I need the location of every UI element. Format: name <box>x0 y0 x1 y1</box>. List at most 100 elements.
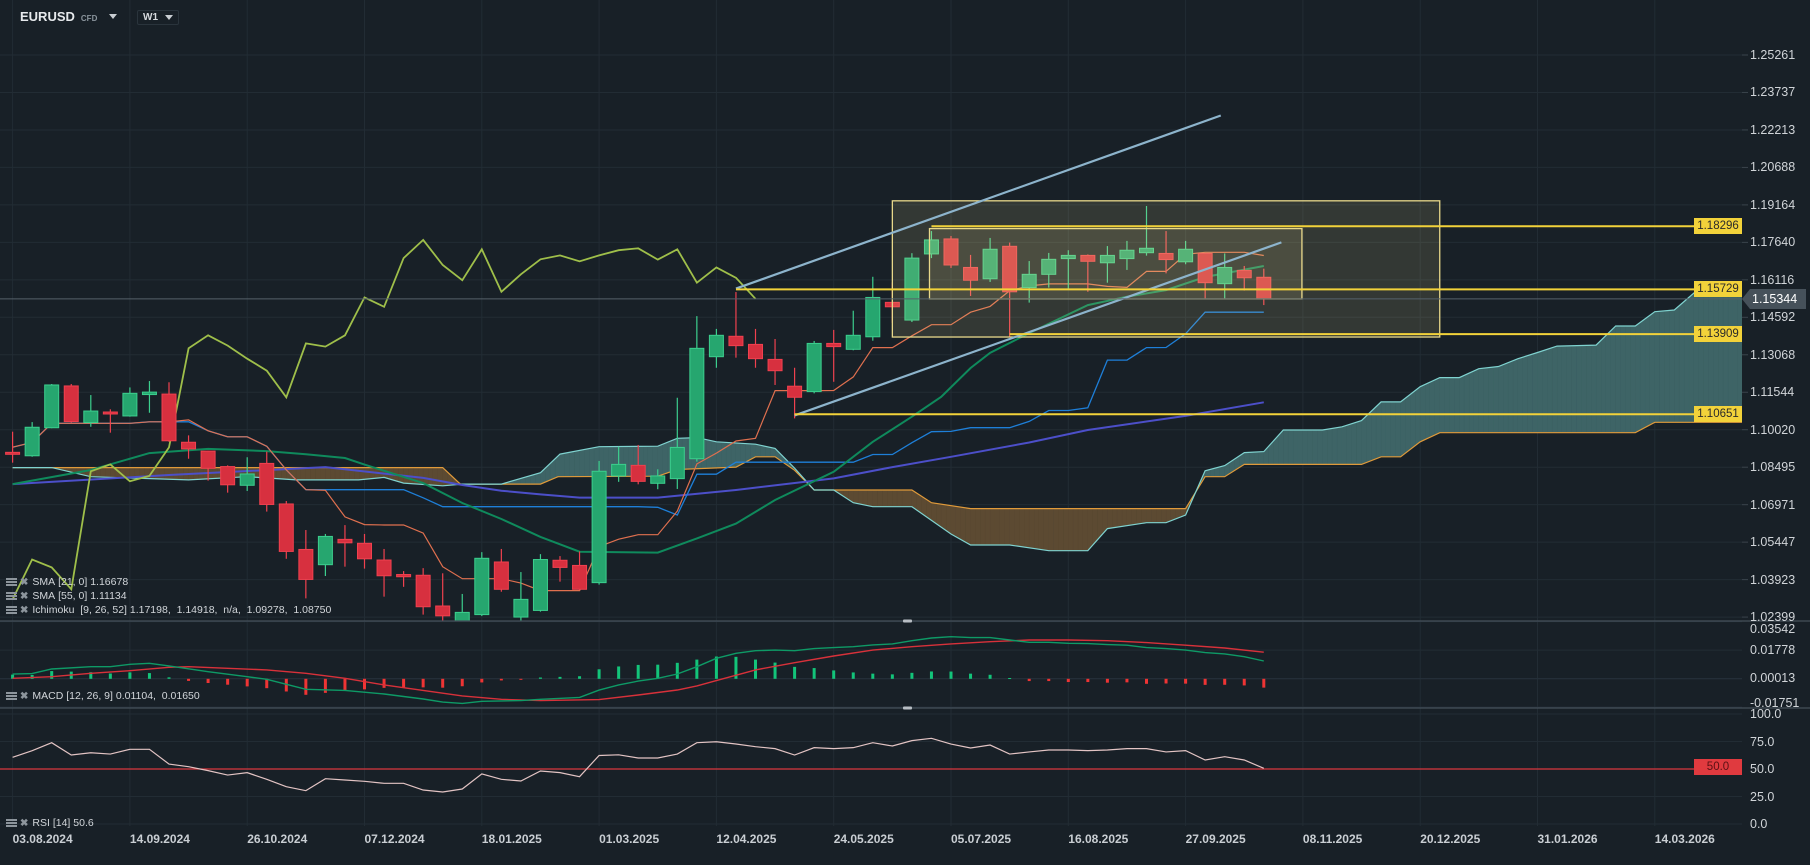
cloud-bearish-segment <box>1107 508 1113 529</box>
cloud-bullish-segment <box>1718 281 1724 423</box>
cloud-bullish-segment <box>1258 451 1264 465</box>
close-icon[interactable]: ✖ <box>20 690 29 702</box>
candle-body <box>689 347 705 460</box>
cloud-bearish-segment <box>999 508 1005 546</box>
candle-bullish <box>669 397 685 489</box>
cloud-bullish-segment <box>1248 451 1255 465</box>
legend-value: 0.01104, 0.01650 <box>115 690 200 702</box>
candle-body <box>787 385 803 398</box>
candle-bullish <box>513 572 529 621</box>
cloud-bullish-segment <box>1688 292 1695 423</box>
cloud-bullish-segment <box>1503 362 1509 433</box>
cloud-bullish-segment <box>1444 377 1450 433</box>
close-icon[interactable]: ✖ <box>20 817 29 829</box>
cloud-bearish-segment <box>310 467 316 481</box>
price-tick-label: 1.13068 <box>1750 347 1796 362</box>
settings-icon[interactable] <box>6 578 17 586</box>
candle-bearish <box>1002 242 1018 337</box>
cloud-bullish-segment <box>1380 401 1387 457</box>
trend-line-drawing[interactable] <box>794 241 1282 417</box>
legend-sma21[interactable]: ✖ SMA [21, 0] 1.16678 <box>6 576 128 588</box>
price-pane[interactable] <box>0 114 1745 633</box>
close-icon[interactable]: ✖ <box>20 604 29 616</box>
cloud-bullish-segment <box>1635 322 1641 433</box>
settings-icon[interactable] <box>6 606 17 614</box>
settings-icon[interactable] <box>6 692 17 700</box>
macd-histogram-bar <box>1223 678 1227 685</box>
legend-value: 1.17198, 1.14918, n/a, 1.09278, 1.08750 <box>129 604 332 616</box>
cloud-bearish-segment <box>1033 508 1040 550</box>
candle-body <box>1060 254 1076 260</box>
cloud-bullish-segment <box>740 443 746 465</box>
cloud-bullish-segment <box>559 452 566 477</box>
cloud-bullish-segment <box>755 444 761 457</box>
symbol-selector[interactable]: EURUSD CFD <box>20 9 118 24</box>
macd-histogram-bar <box>1125 678 1129 683</box>
cloud-bearish-segment <box>950 505 957 537</box>
candle-bullish <box>708 328 724 368</box>
cloud-bullish-segment <box>1429 379 1436 438</box>
macd-histogram-bar <box>714 656 718 679</box>
cloud-bearish-segment <box>862 489 869 506</box>
pane-separators[interactable] <box>0 619 1810 710</box>
candle-bullish <box>1099 246 1115 283</box>
pane-resize-handle[interactable] <box>903 619 912 623</box>
cloud-bearish-segment <box>955 506 961 540</box>
candle-bearish <box>357 533 372 569</box>
macd-histogram-bar <box>460 678 464 687</box>
cloud-bullish-segment <box>1361 415 1367 465</box>
settings-icon[interactable] <box>6 592 17 600</box>
candle-bearish <box>63 383 79 423</box>
trend-line-drawing[interactable] <box>735 114 1222 290</box>
rsi-pane[interactable] <box>0 737 1694 793</box>
price-tick-label: 1.06971 <box>1750 497 1796 512</box>
legend-macd[interactable]: ✖ MACD [12, 26, 9] 0.01104, 0.01650 <box>6 690 200 702</box>
legend-sma55[interactable]: ✖ SMA [55, 0] 1.11134 <box>6 590 127 602</box>
settings-icon[interactable] <box>6 819 17 827</box>
candle-bullish <box>1178 240 1194 265</box>
legend-name: RSI <box>32 817 50 829</box>
cloud-bearish-segment <box>320 467 326 481</box>
rectangle-drawing[interactable] <box>891 200 1441 338</box>
ichimoku-tenkan-line <box>12 251 1264 592</box>
macd-signal-line <box>12 639 1264 702</box>
cloud-bullish-segment <box>1307 429 1313 465</box>
close-icon[interactable]: ✖ <box>20 590 29 602</box>
cloud-bullish-segment <box>1312 429 1318 465</box>
candle-body <box>572 564 588 590</box>
chevron-down-icon[interactable] <box>109 14 118 19</box>
cloud-bullish-segment <box>564 452 570 477</box>
cloud-bullish-segment <box>1395 401 1401 457</box>
legend-ichimoku[interactable]: ✖ Ichimoku [9, 26, 52] 1.17198, 1.14918,… <box>6 604 331 616</box>
macd-tick-label: 0.01778 <box>1750 643 1796 657</box>
cloud-bullish-segment <box>1708 281 1714 423</box>
sma21-line <box>12 265 1264 554</box>
macd-histogram-bar <box>167 677 171 679</box>
macd-histogram-bar <box>695 659 699 679</box>
cloud-bullish-segment <box>1317 429 1323 465</box>
candle-body <box>865 296 881 338</box>
candle-body <box>454 611 470 621</box>
close-icon[interactable]: ✖ <box>20 576 29 588</box>
candle-bearish <box>102 409 118 433</box>
timeframe-dropdown[interactable]: W1 <box>137 10 179 25</box>
macd-histogram-bar <box>1027 678 1031 682</box>
cloud-bullish-segment <box>1713 281 1719 423</box>
macd-pane[interactable] <box>0 635 1742 705</box>
cloud-bearish-segment <box>1117 508 1123 528</box>
macd-histogram-bar <box>343 678 347 691</box>
cloud-bullish-segment <box>1400 397 1406 458</box>
legend-rsi[interactable]: ✖ RSI [14] 50.6 <box>6 817 94 829</box>
macd-histogram-bar <box>89 672 93 679</box>
cloud-bearish-segment <box>364 467 370 480</box>
cloud-bearish-segment <box>877 489 883 507</box>
pane-resize-handle[interactable] <box>903 706 912 710</box>
candle-bearish <box>943 235 959 268</box>
macd-histogram-bar <box>499 678 503 681</box>
candle-bullish <box>591 460 607 585</box>
cloud-bullish-segment <box>1498 364 1504 433</box>
candle-body <box>826 342 842 348</box>
macd-histogram-bar <box>949 671 953 679</box>
cloud-bullish-segment <box>1483 367 1489 433</box>
